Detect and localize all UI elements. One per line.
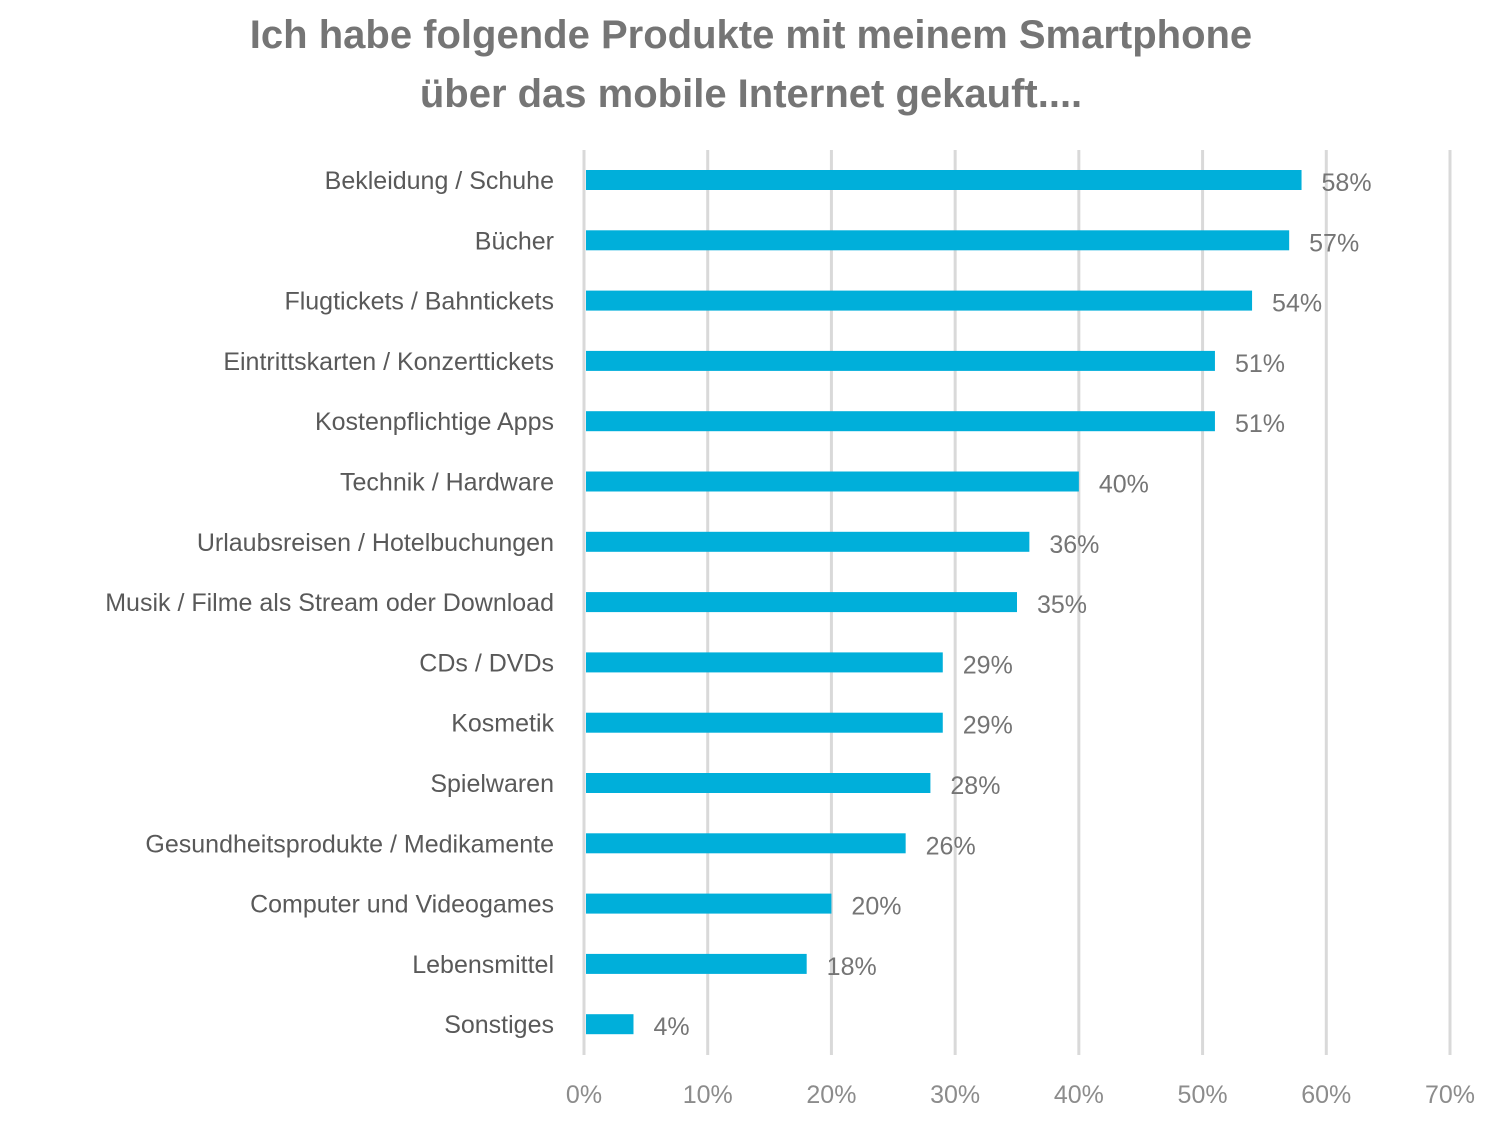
- bar: [586, 652, 943, 673]
- category-label: CDs / DVDs: [419, 649, 554, 677]
- value-label: 20%: [851, 893, 901, 921]
- bar: [586, 471, 1079, 492]
- bars: [586, 170, 1302, 1035]
- value-labels: 58% 57% 54% 51% 51% 40% 36% 35% 29% 29% 28% 26% 20% 1…: [653, 169, 1371, 1041]
- value-label: 54%: [1272, 290, 1322, 318]
- category-labels: Bekleidung / Schuhe Bücher Flugtickets / B…: [105, 167, 554, 1039]
- value-label: 36%: [1049, 531, 1099, 559]
- value-label: 26%: [926, 832, 976, 860]
- x-tick-label: 0%: [566, 1081, 602, 1109]
- chart-title-line-1: Ich habe folgende Produkte mit meinem Sm…: [249, 13, 1253, 57]
- bar: [586, 953, 807, 974]
- bar: [586, 170, 1302, 190]
- value-label: 28%: [950, 772, 1000, 800]
- category-label: Gesundheitsprodukte / Medikamente: [145, 830, 554, 858]
- bar: [586, 411, 1215, 432]
- category-label: Bekleidung / Schuhe: [325, 167, 554, 195]
- value-label: 29%: [963, 712, 1013, 740]
- bar: [586, 712, 943, 733]
- x-tick-label: 60%: [1301, 1081, 1351, 1109]
- value-label: 57%: [1309, 229, 1359, 257]
- category-label: Spielwaren: [430, 770, 554, 798]
- value-label: 58%: [1322, 169, 1372, 197]
- bar: [586, 531, 1030, 552]
- value-label: 4%: [653, 1013, 689, 1041]
- category-label: Flugtickets / Bahntickets: [284, 288, 554, 316]
- category-label: Urlaubsreisen / Hotelbuchungen: [197, 529, 554, 557]
- x-tick-label: 10%: [683, 1081, 733, 1109]
- category-label: Technik / Hardware: [340, 469, 554, 497]
- value-label: 35%: [1037, 591, 1087, 619]
- bar: [586, 230, 1290, 251]
- category-label: Kosmetik: [451, 710, 554, 738]
- value-label: 18%: [827, 953, 877, 981]
- x-axis-tick-labels: 0% 10% 20% 30% 40% 50% 60% 70%: [566, 1081, 1475, 1109]
- category-label: Kostenpflichtige Apps: [315, 408, 554, 436]
- bar: [586, 773, 931, 793]
- x-tick-label: 20%: [806, 1081, 856, 1109]
- bar: [586, 350, 1215, 371]
- x-tick-label: 40%: [1054, 1081, 1104, 1109]
- chart-title-line-2: über das mobile Internet gekauft....: [419, 72, 1083, 116]
- category-label: Musik / Filme als Stream oder Download: [105, 589, 554, 617]
- x-tick-label: 70%: [1425, 1081, 1475, 1109]
- x-tick-label: 30%: [930, 1081, 980, 1109]
- bar: [586, 290, 1253, 311]
- value-label: 51%: [1235, 350, 1285, 378]
- category-label: Eintrittskarten / Konzerttickets: [223, 348, 554, 376]
- value-label: 40%: [1099, 471, 1149, 499]
- category-label: Bücher: [475, 227, 554, 255]
- category-label: Lebensmittel: [412, 951, 554, 979]
- value-label: 51%: [1235, 410, 1285, 438]
- bar: [586, 592, 1017, 613]
- x-tick-label: 50%: [1178, 1081, 1228, 1109]
- bar: [586, 893, 832, 914]
- category-label: Sonstiges: [444, 1011, 554, 1039]
- category-label: Computer und Videogames: [250, 891, 554, 919]
- bar: [586, 833, 906, 854]
- chart-title: Ich habe folgende Produkte mit meinem Sm…: [0, 6, 1502, 124]
- bar: [586, 1014, 634, 1035]
- value-label: 29%: [963, 651, 1013, 679]
